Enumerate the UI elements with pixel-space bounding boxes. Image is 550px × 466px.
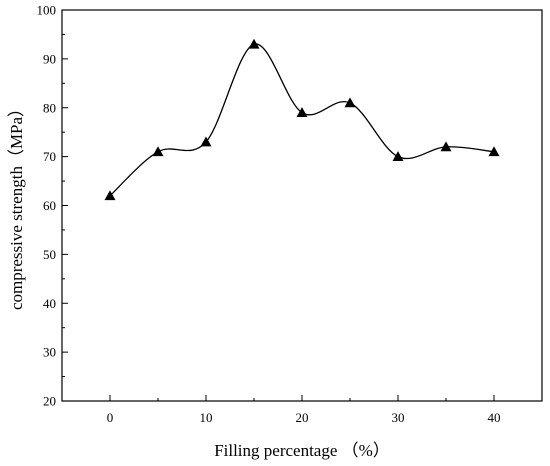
y-tick-label: 40 xyxy=(43,296,56,311)
series-line xyxy=(109,43,495,197)
y-tick-label: 70 xyxy=(43,149,56,164)
data-point-marker xyxy=(440,141,452,152)
y-tick-label: 100 xyxy=(37,3,57,18)
data-point-marker xyxy=(248,38,260,49)
data-point-marker xyxy=(152,146,164,157)
x-tick-label: 0 xyxy=(107,410,114,425)
x-tick-label: 40 xyxy=(488,410,501,425)
y-axis-label: compressive strength（MPa） xyxy=(7,100,26,310)
y-tick-label: 20 xyxy=(43,394,56,409)
data-point-marker xyxy=(344,97,356,108)
axis-ticks xyxy=(62,9,495,402)
y-tick-label: 90 xyxy=(43,51,56,66)
series-markers xyxy=(104,38,500,201)
y-tick-label: 80 xyxy=(43,100,56,115)
data-point-marker xyxy=(488,146,500,157)
y-tick-label: 30 xyxy=(43,345,56,360)
plot-frame xyxy=(61,9,543,402)
y-tick-label: 60 xyxy=(43,198,56,213)
x-axis-label: Filling percentage （%） xyxy=(214,441,390,460)
x-tick-label: 10 xyxy=(200,410,213,425)
x-tick-label: 20 xyxy=(296,410,309,425)
x-tick-label: 30 xyxy=(392,410,405,425)
data-point-marker xyxy=(104,190,116,201)
data-point-marker xyxy=(392,151,404,162)
data-point-marker xyxy=(296,107,308,118)
y-tick-label: 50 xyxy=(43,247,56,262)
data-point-marker xyxy=(200,136,212,147)
tick-labels: 0 10 20 30 40 20 30 40 50 60 70 80 90 100 xyxy=(37,3,501,426)
